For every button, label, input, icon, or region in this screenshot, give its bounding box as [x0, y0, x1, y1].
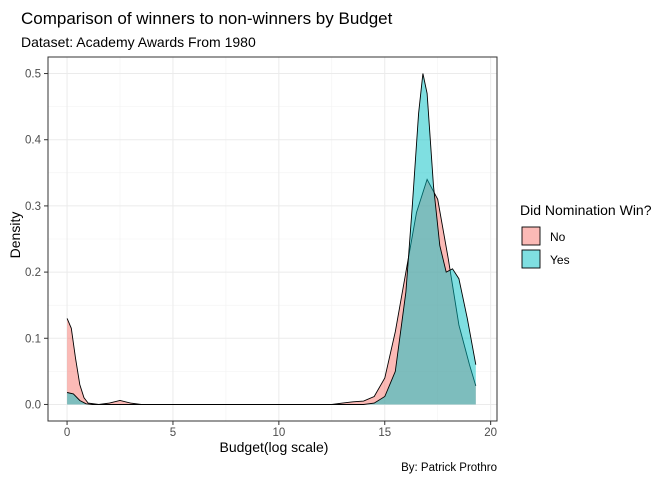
- legend-key-no: [521, 226, 541, 246]
- y-axis-title: Density: [7, 212, 23, 259]
- legend: Did Nomination Win? No Yes: [520, 202, 652, 269]
- legend-title: Did Nomination Win?: [520, 202, 652, 218]
- y-tick-label: 0.4: [25, 135, 42, 147]
- y-tick-label: 0.1: [25, 333, 41, 345]
- y-tick-label: 0.3: [25, 201, 41, 213]
- x-axis-title: Budget(log scale): [220, 439, 329, 455]
- chart-title: Comparison of winners to non-winners by …: [21, 9, 393, 28]
- density-series: [66, 73, 477, 405]
- x-tick-label: 10: [272, 427, 285, 439]
- y-tick-label: 0.5: [25, 69, 41, 81]
- legend-label-no: No: [550, 230, 566, 244]
- panel-border: [47, 56, 498, 422]
- x-axis-ticks: 0 5 10 15 20: [64, 421, 497, 439]
- y-axis-ticks: 0.0 0.1 0.2 0.3 0.4 0.5: [25, 69, 48, 411]
- x-tick-label: 0: [64, 427, 70, 439]
- x-tick-label: 5: [170, 427, 176, 439]
- plot-panel: [47, 56, 498, 422]
- chart-subtitle: Dataset: Academy Awards From 1980: [21, 34, 256, 50]
- density-outline-no: [66, 178, 477, 405]
- legend-key-yes: [521, 249, 541, 269]
- legend-label-yes: Yes: [550, 253, 570, 267]
- density-area-yes: [67, 73, 476, 405]
- chart-caption: By: Patrick Prothro: [401, 462, 497, 474]
- y-tick-label: 0.2: [25, 267, 41, 279]
- density-outline-yes: [67, 73, 477, 405]
- x-tick-label: 20: [484, 427, 497, 439]
- y-tick-label: 0.0: [25, 399, 41, 411]
- x-tick-label: 15: [378, 427, 391, 439]
